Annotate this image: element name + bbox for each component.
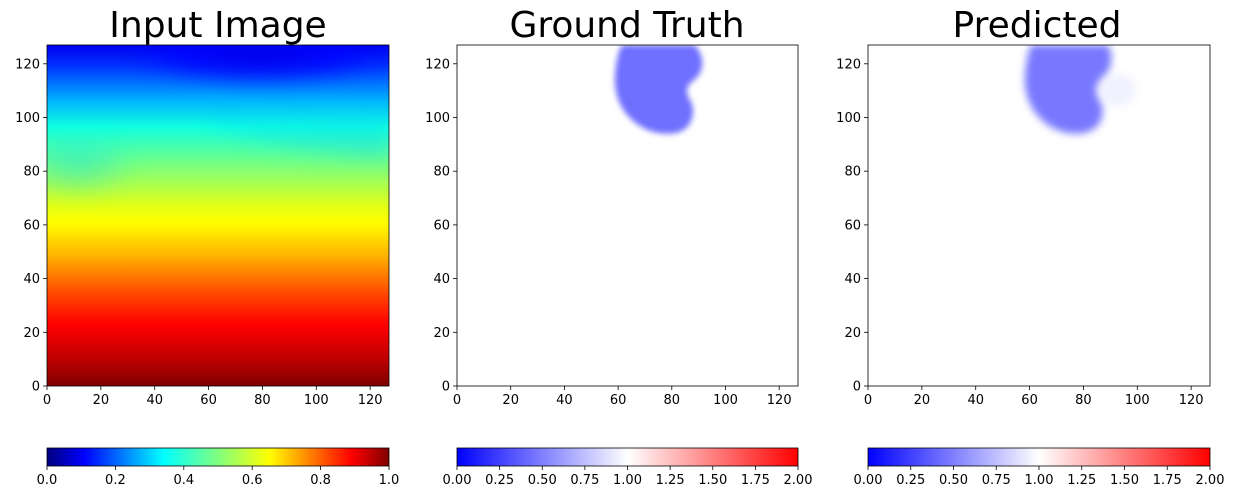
y-tick-label: 20	[433, 326, 450, 341]
y-tick-label: 40	[23, 272, 40, 287]
colorbar-tick-label: 0.75	[982, 473, 1011, 488]
y-tick-label: 0	[32, 380, 40, 395]
colorbar-ticks: 0.00 0.25 0.50 0.75 1.00 1.25 1.50 1.75 2.00	[854, 466, 1225, 488]
colorbar-tick-label: 0.00	[854, 473, 883, 488]
x-axis: 0 20 40 60 80 100 120	[43, 386, 383, 408]
colorbar-tick-label: 0.25	[485, 473, 514, 488]
y-tick-label: 100	[836, 111, 861, 126]
y-tick-label: 0	[442, 380, 450, 395]
x-axis: 0 20 40 60 80 100 120	[453, 386, 792, 408]
x-tick-label: 80	[664, 393, 681, 408]
x-tick-label: 80	[1075, 393, 1092, 408]
y-tick-label: 0	[853, 380, 861, 395]
colorbar-tick-label: 0.8	[310, 473, 331, 488]
colorbar-input: 0.0 0.2 0.4 0.6 0.8 1.0	[37, 447, 400, 488]
panel-title: Input Image	[109, 5, 326, 46]
y-axis: 0 20 40 60 80 100 120	[15, 57, 47, 395]
colorbar-tick-label: 0.00	[443, 473, 472, 488]
colorbar-tick-label: 1.0	[379, 473, 400, 488]
colorbar-tick-label: 2.00	[1196, 473, 1225, 488]
colorbar-tick-label: 0.0	[37, 473, 58, 488]
colorbar-tick-label: 1.75	[1153, 473, 1182, 488]
panel-input-image: Input Image 0 20 40 60 80 100 120 0 20 40 60 80 100…	[15, 5, 390, 408]
y-tick-label: 60	[844, 218, 861, 233]
y-tick-label: 60	[433, 218, 450, 233]
y-tick-label: 20	[23, 326, 40, 341]
colorbar-tick-label: 1.75	[741, 473, 770, 488]
colorbar-gradient	[867, 447, 1211, 467]
y-tick-label: 120	[15, 57, 40, 72]
x-tick-label: 80	[254, 393, 271, 408]
y-tick-label: 80	[433, 165, 450, 180]
x-tick-label: 60	[200, 393, 217, 408]
x-tick-label: 100	[713, 393, 738, 408]
x-tick-label: 120	[1179, 393, 1204, 408]
x-tick-label: 100	[1125, 393, 1150, 408]
y-tick-label: 100	[15, 111, 40, 126]
colorbar-tick-label: 0.2	[105, 473, 126, 488]
colorbar-tick-label: 1.50	[698, 473, 727, 488]
x-tick-label: 100	[304, 393, 329, 408]
y-tick-label: 120	[425, 57, 450, 72]
x-tick-label: 40	[967, 393, 984, 408]
colorbar-gradient	[456, 447, 799, 467]
colorbar-tick-label: 0.75	[570, 473, 599, 488]
x-tick-label: 0	[453, 393, 461, 408]
x-tick-label: 0	[43, 393, 51, 408]
colorbar-tick-label: 1.50	[1110, 473, 1139, 488]
y-tick-label: 80	[23, 165, 40, 180]
colorbar-tick-label: 1.25	[656, 473, 685, 488]
panel-title: Ground Truth	[509, 5, 744, 46]
y-tick-label: 40	[433, 272, 450, 287]
colorbar-tick-label: 1.00	[613, 473, 642, 488]
x-tick-label: 20	[502, 393, 519, 408]
colorbar-tick-label: 0.50	[939, 473, 968, 488]
x-tick-label: 120	[767, 393, 792, 408]
y-axis: 0 20 40 60 80 100 120	[425, 57, 457, 395]
x-tick-label: 40	[146, 393, 163, 408]
y-axis: 0 20 40 60 80 100 120	[836, 57, 868, 395]
panel-title: Predicted	[953, 5, 1122, 46]
colorbar-tick-label: 1.25	[1067, 473, 1096, 488]
colorbar-tick-label: 0.6	[242, 473, 263, 488]
panel-predicted: Predicted 0 20 40 60 80 100 120 0 20 40 60 80 100 12…	[836, 5, 1211, 408]
y-tick-label: 40	[844, 272, 861, 287]
colorbar-gradient	[46, 447, 390, 467]
x-tick-label: 20	[914, 393, 931, 408]
panel-ground-truth: Ground Truth 0 20 40 60 80 100 120 0 20 40 60 80 10…	[425, 5, 799, 408]
x-tick-label: 120	[358, 393, 383, 408]
heatmap-ground-truth	[457, 45, 798, 386]
heatmap-predicted	[868, 45, 1210, 386]
heatmap-input	[47, 45, 389, 386]
colorbar-tick-label: 2.00	[784, 473, 813, 488]
x-tick-label: 60	[610, 393, 627, 408]
colorbar-ground-truth: 0.00 0.25 0.50 0.75 1.00 1.25 1.50 1.75 2.00	[443, 447, 813, 488]
y-tick-label: 20	[844, 326, 861, 341]
y-tick-label: 100	[425, 111, 450, 126]
x-tick-label: 40	[556, 393, 573, 408]
colorbar-predicted: 0.00 0.25 0.50 0.75 1.00 1.25 1.50 1.75 2.00	[854, 447, 1225, 488]
x-axis: 0 20 40 60 80 100 120	[864, 386, 1204, 408]
y-tick-label: 120	[836, 57, 861, 72]
x-tick-label: 20	[93, 393, 110, 408]
x-tick-label: 60	[1021, 393, 1038, 408]
anomaly-blob	[1024, 45, 1112, 134]
x-tick-label: 0	[864, 393, 872, 408]
plot-frame	[456, 44, 799, 387]
colorbar-tick-label: 0.50	[528, 473, 557, 488]
colorbar-ticks: 0.00 0.25 0.50 0.75 1.00 1.25 1.50 1.75 2.00	[443, 466, 813, 488]
colorbar-tick-label: 0.25	[896, 473, 925, 488]
y-tick-label: 60	[23, 218, 40, 233]
colorbar-tick-label: 0.4	[173, 473, 194, 488]
plot-frame	[46, 44, 390, 387]
anomaly-blob	[614, 45, 703, 134]
y-tick-label: 80	[844, 165, 861, 180]
colorbar-ticks: 0.0 0.2 0.4 0.6 0.8 1.0	[37, 466, 400, 488]
plot-frame	[867, 44, 1211, 387]
colorbar-tick-label: 1.00	[1025, 473, 1054, 488]
